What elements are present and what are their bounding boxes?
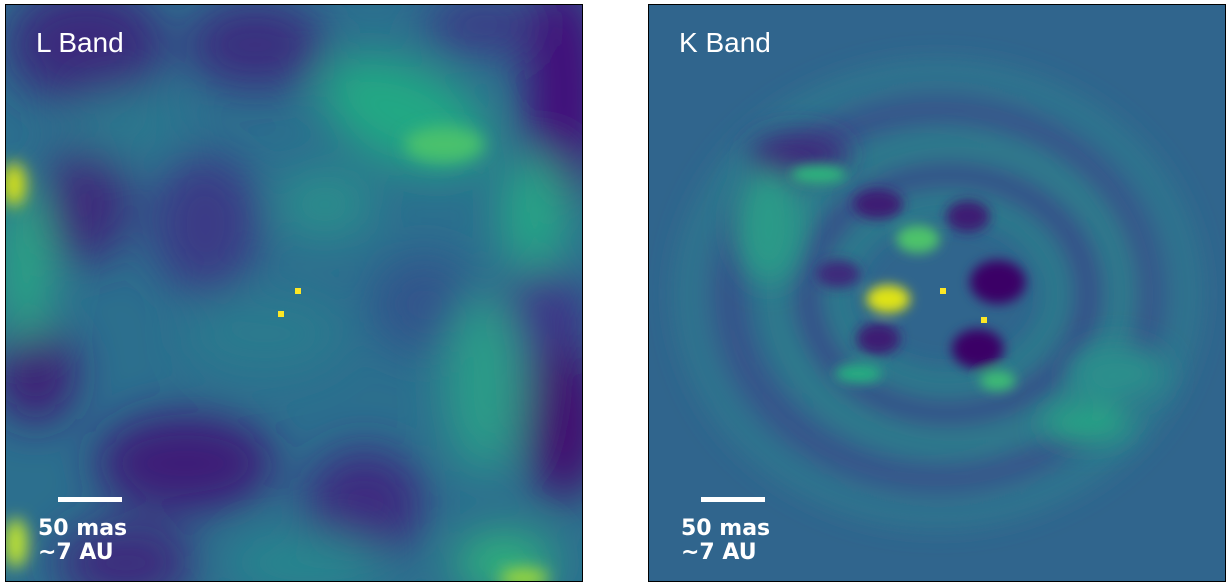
scale-label-angular: 50 mas <box>681 516 771 541</box>
source-marker <box>981 317 987 323</box>
scale-label-physical: ~7 AU <box>681 540 757 565</box>
scale-bar <box>58 497 122 502</box>
source-marker <box>940 288 946 294</box>
source-marker <box>295 288 301 294</box>
l-band-heatmap <box>6 5 582 581</box>
l-band-image: L Band 50 mas ~7 AU <box>5 4 583 582</box>
k-band-heatmap <box>649 5 1225 581</box>
scale-label-angular: 50 mas <box>38 516 128 541</box>
band-label: L Band <box>36 27 124 58</box>
source-marker <box>278 311 284 317</box>
scale-label-physical: ~7 AU <box>38 540 114 565</box>
scale-bar <box>701 497 765 502</box>
k-band-image: K Band 50 mas ~7 AU <box>648 4 1226 582</box>
band-label: K Band <box>679 27 771 58</box>
